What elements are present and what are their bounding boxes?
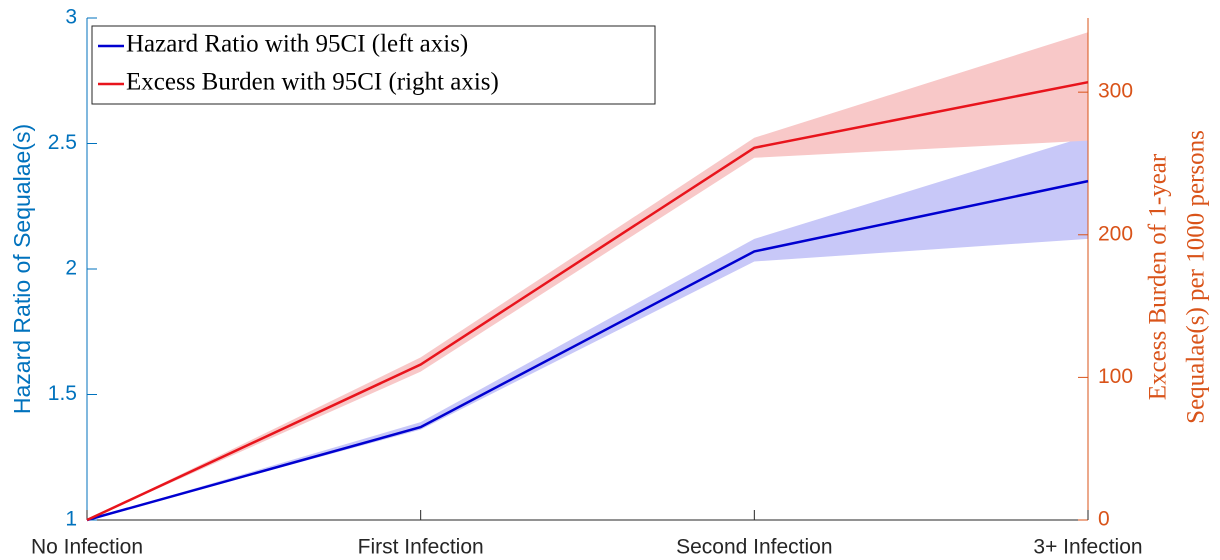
ci-band	[87, 135, 1088, 520]
series-line	[86, 179, 1089, 522]
y-tick-label: 2	[65, 257, 77, 280]
y-tick-label: 1	[65, 508, 77, 531]
y2-tick-label: 200	[1098, 222, 1133, 245]
x-tick-label: No Infection	[31, 536, 143, 559]
legend-label: Hazard Ratio with 95CI (left axis)	[126, 31, 468, 58]
x-tick-label: First Infection	[358, 536, 484, 559]
y-axis-label: Hazard Ratio of Sequalae(s)	[9, 124, 35, 414]
ci-band	[87, 32, 1088, 521]
x-tick-label: 3+ Infection	[1033, 536, 1142, 559]
y2-tick-label: 0	[1098, 508, 1110, 531]
y2-axis-label: Excess Burden of 1-year	[1145, 153, 1172, 400]
y2-tick-label: 300	[1098, 80, 1133, 103]
series-line	[86, 80, 1089, 522]
y2-axis-label: Sequalae(s) per 1000 persons	[1183, 130, 1210, 424]
y-tick-label: 1.5	[48, 382, 77, 405]
legend-box	[91, 25, 656, 105]
y-tick-label: 2.5	[48, 131, 77, 154]
x-tick-label: Second Infection	[676, 536, 832, 559]
y2-tick-label: 100	[1098, 365, 1133, 388]
legend-label: Excess Burden with 95CI (right axis)	[126, 69, 499, 96]
y-tick-label: 3	[65, 6, 77, 29]
